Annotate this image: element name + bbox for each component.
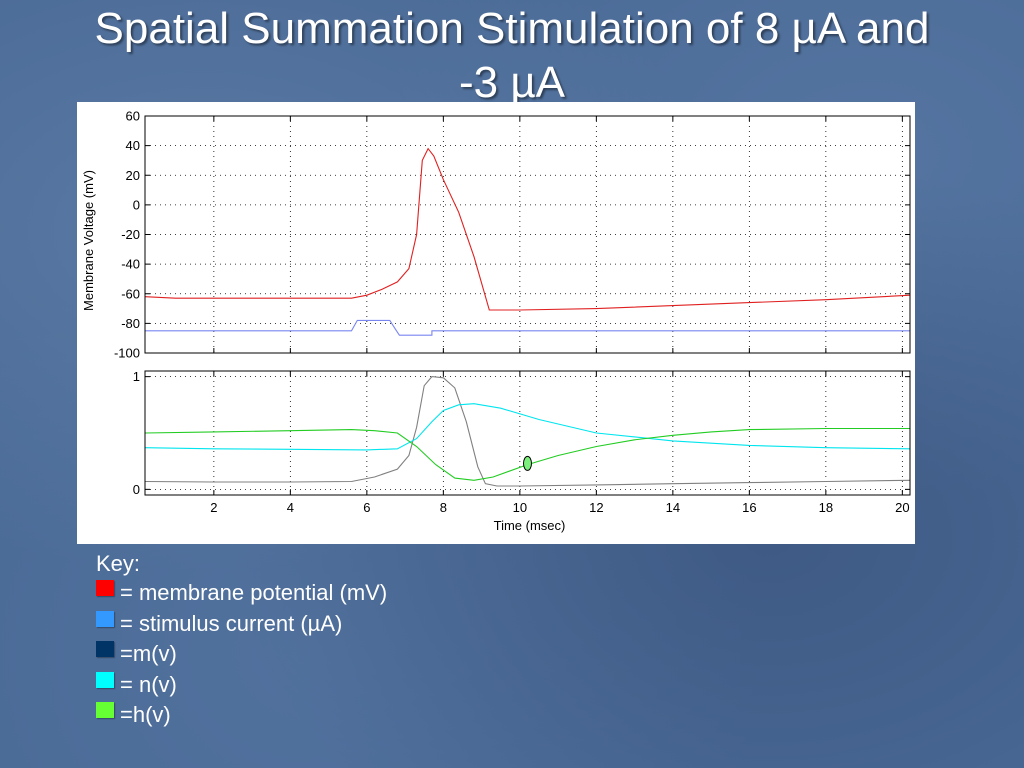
- x-tick-label: 12: [589, 500, 603, 515]
- x-tick-label: 20: [895, 500, 909, 515]
- y-tick-label: 20: [126, 168, 140, 183]
- y-tick-label: -40: [121, 257, 140, 272]
- slide-title-line2: -3 µA: [458, 58, 566, 107]
- key-swatch-m: [96, 641, 114, 657]
- y-tick-label: -20: [121, 227, 140, 242]
- key-swatch-n: [96, 671, 114, 688]
- key-swatch-stimulus-current: [96, 610, 114, 627]
- key-item-stimulus-current: = stimulus current (µA): [96, 609, 342, 640]
- x-tick-label: 10: [513, 500, 527, 515]
- y-tick-label: -60: [121, 286, 140, 301]
- key-item-n: = n(v): [96, 670, 177, 701]
- key-item-h: =h(v): [96, 700, 171, 731]
- x-tick-label: 6: [363, 500, 370, 515]
- key-label-h: =h(v): [120, 702, 171, 727]
- y-tick-label: 40: [126, 138, 140, 153]
- x-axis-label: Time (msec): [494, 518, 566, 533]
- x-tick-label: 4: [287, 500, 294, 515]
- key-label-n: = n(v): [120, 671, 177, 697]
- slide-title-line1: Spatial Summation Stimulation of 8 µA an…: [94, 4, 930, 53]
- y-tick-label: 1: [133, 369, 140, 384]
- key-label-membrane-potential: = membrane potential (mV): [120, 580, 388, 605]
- key-swatch-membrane-potential: [96, 580, 114, 596]
- x-tick-label: 18: [819, 500, 833, 515]
- key-legend: Key: = membrane potential (mV) = stimulu…: [96, 550, 387, 731]
- h-marker-point: [523, 455, 532, 471]
- x-tick-label: 8: [440, 500, 447, 515]
- series-line-0-1: [145, 319, 910, 336]
- key-item-membrane-potential: = membrane potential (mV): [96, 578, 387, 609]
- y-axis-label: Membrane Voltage (mV): [81, 170, 96, 311]
- key-label-stimulus-current: = stimulus current (µA): [120, 610, 343, 636]
- key-label-m: =m(v): [120, 641, 177, 666]
- series-line-0-0: [144, 147, 911, 311]
- y-tick-label: -80: [121, 316, 140, 331]
- key-swatch-h: [96, 702, 114, 718]
- chart-figure: 60 40 20 0 -20 -40 -60 -80 -100 Membrane Voltage …: [77, 102, 915, 544]
- axes-box: [144, 370, 911, 496]
- y-tick-label: -100: [114, 346, 140, 361]
- series-line-1-2: [144, 427, 910, 481]
- series-line-1-1: [144, 403, 911, 451]
- x-tick-label: 14: [666, 500, 680, 515]
- y-tick-label: 0: [133, 482, 140, 497]
- y-tick-label: 60: [126, 109, 140, 124]
- slide-title: Spatial Summation Stimulation of 8 µA an…: [0, 2, 1024, 110]
- y-tick-label: 0: [133, 197, 140, 212]
- x-tick-label: 16: [742, 500, 756, 515]
- key-item-m: =m(v): [96, 639, 177, 670]
- x-tick-label: 2: [210, 500, 217, 515]
- series-line-1-0: [144, 376, 911, 487]
- key-title: Key:: [96, 551, 141, 576]
